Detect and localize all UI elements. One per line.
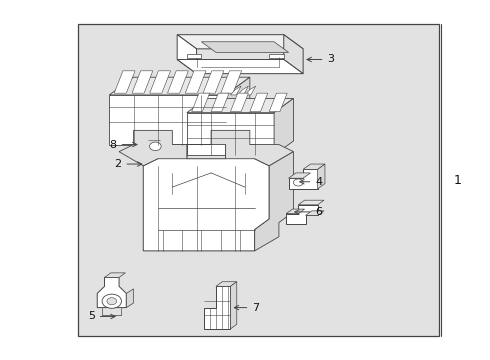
- Polygon shape: [250, 93, 268, 112]
- Polygon shape: [289, 169, 318, 189]
- Polygon shape: [221, 71, 242, 93]
- Polygon shape: [230, 86, 241, 95]
- Polygon shape: [203, 71, 224, 93]
- Polygon shape: [286, 209, 305, 214]
- Polygon shape: [192, 93, 210, 112]
- Polygon shape: [238, 86, 248, 95]
- Polygon shape: [245, 86, 256, 95]
- Polygon shape: [177, 35, 196, 74]
- Polygon shape: [132, 71, 153, 93]
- Polygon shape: [177, 59, 303, 74]
- Polygon shape: [289, 173, 310, 178]
- Polygon shape: [109, 77, 250, 95]
- Polygon shape: [109, 95, 225, 145]
- Circle shape: [102, 294, 122, 308]
- Polygon shape: [230, 282, 237, 329]
- Polygon shape: [126, 289, 134, 307]
- Polygon shape: [284, 35, 303, 74]
- Polygon shape: [150, 71, 171, 93]
- Polygon shape: [274, 99, 294, 155]
- Polygon shape: [148, 134, 160, 146]
- Polygon shape: [177, 35, 303, 49]
- Text: 1: 1: [453, 174, 461, 186]
- Polygon shape: [225, 77, 250, 145]
- Text: 5: 5: [88, 311, 115, 321]
- Polygon shape: [303, 164, 325, 169]
- Text: 8: 8: [109, 140, 137, 149]
- Polygon shape: [211, 93, 229, 112]
- Polygon shape: [160, 130, 167, 146]
- Polygon shape: [185, 71, 206, 93]
- Polygon shape: [201, 42, 289, 53]
- Polygon shape: [286, 205, 318, 224]
- Polygon shape: [97, 278, 126, 307]
- Text: 7: 7: [234, 303, 259, 312]
- Polygon shape: [187, 99, 294, 113]
- Polygon shape: [187, 54, 201, 58]
- Polygon shape: [306, 211, 324, 215]
- Circle shape: [294, 179, 303, 186]
- Circle shape: [107, 298, 117, 305]
- Polygon shape: [204, 286, 230, 329]
- Polygon shape: [318, 164, 325, 189]
- Circle shape: [149, 142, 161, 150]
- Polygon shape: [168, 71, 188, 93]
- Bar: [78, 24, 439, 336]
- Polygon shape: [104, 273, 125, 278]
- Text: 6: 6: [295, 207, 322, 217]
- Polygon shape: [119, 130, 294, 166]
- Text: 3: 3: [307, 54, 334, 64]
- Polygon shape: [255, 152, 294, 251]
- Text: 4: 4: [300, 177, 322, 187]
- Polygon shape: [230, 93, 248, 112]
- Polygon shape: [269, 93, 287, 112]
- Polygon shape: [187, 113, 274, 155]
- Polygon shape: [298, 200, 324, 205]
- Text: 2: 2: [114, 159, 142, 169]
- Polygon shape: [143, 145, 269, 251]
- Polygon shape: [216, 282, 237, 286]
- Polygon shape: [269, 54, 284, 58]
- Polygon shape: [114, 71, 135, 93]
